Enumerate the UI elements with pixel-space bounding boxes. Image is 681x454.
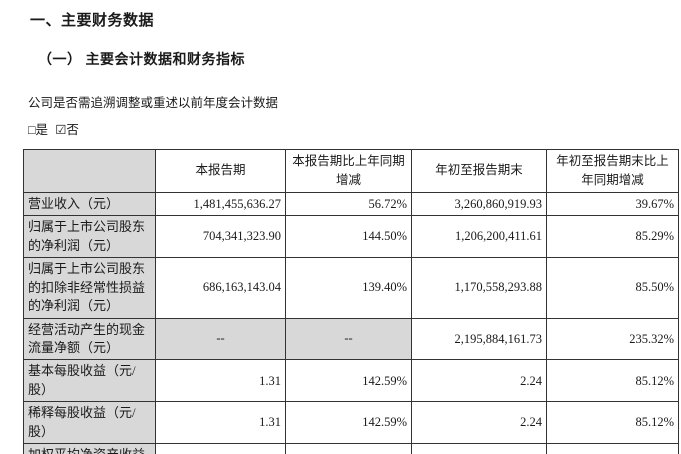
cell-value: 6.60%: [546, 443, 679, 454]
row-label: 经营活动产生的现金流量净额（元）: [23, 317, 156, 361]
table-row-basic-eps: 基本每股收益（元/股） 1.31 142.59% 2.24 85.12%: [23, 359, 679, 403]
table-row-diluted-eps: 稀释每股收益（元/股） 1.31 142.59% 2.24 85.12%: [23, 401, 679, 445]
financial-table: 本报告期 本报告期比上年同期增减 年初至报告期末 年初至报告期末比上年同期增减 …: [23, 149, 679, 454]
cell-value: 2.24: [411, 401, 547, 445]
cell-value: 686,163,143.04: [155, 257, 286, 319]
header-current-period: 本报告期: [155, 149, 286, 193]
table-row-weighted-avg-roe: 加权平均净资产收益率 9.33% 5.08% 16.10% 6.60%: [23, 443, 679, 454]
cell-value: 85.29%: [546, 215, 679, 259]
cell-value: 235.32%: [546, 317, 679, 361]
table-row-net-profit-excl-nonrecurring: 归属于上市公司股东的扣除非经常性损益的净利润（元） 686,163,143.04…: [23, 257, 679, 319]
cell-value: 142.59%: [285, 359, 412, 403]
cell-value: 1,206,200,411.61: [411, 215, 547, 259]
row-label: 归属于上市公司股东的净利润（元）: [23, 215, 156, 259]
cell-value-na: --: [285, 317, 412, 361]
row-label: 营业收入（元）: [23, 191, 156, 217]
header-period-change: 本报告期比上年同期增减: [285, 149, 412, 193]
cell-value-na: --: [155, 317, 286, 361]
cell-value: 1.31: [155, 359, 286, 403]
row-label: 稀释每股收益（元/股）: [23, 401, 156, 445]
cell-value: 139.40%: [285, 257, 412, 319]
cell-value: 85.12%: [546, 359, 679, 403]
table-row-revenue: 营业收入（元） 1,481,455,636.27 56.72% 3,260,86…: [23, 191, 679, 217]
checkbox-line: □是 ☑否: [0, 111, 681, 138]
cell-value: 1.31: [155, 401, 286, 445]
row-label: 归属于上市公司股东的扣除非经常性损益的净利润（元）: [23, 257, 156, 319]
table-row-net-profit: 归属于上市公司股东的净利润（元） 704,341,323.90 144.50% …: [23, 215, 679, 259]
cell-value: 85.12%: [546, 401, 679, 445]
header-ytd-change: 年初至报告期末比上年同期增减: [546, 149, 679, 193]
table-row-operating-cash-flow: 经营活动产生的现金流量净额（元） -- -- 2,195,884,161.73 …: [23, 317, 679, 361]
subsection-heading: （一） 主要会计数据和财务指标: [38, 53, 245, 68]
cell-value: 144.50%: [285, 215, 412, 259]
cell-value: 1,481,455,636.27: [155, 191, 286, 217]
checkbox-yes-unchecked: □是: [28, 123, 49, 137]
header-year-to-date: 年初至报告期末: [411, 149, 547, 193]
cell-value: 3,260,860,919.93: [411, 191, 547, 217]
row-label: 基本每股收益（元/股）: [23, 359, 156, 403]
cell-value: 142.59%: [285, 401, 412, 445]
cell-value: 2.24: [411, 359, 547, 403]
cell-value: 5.08%: [285, 443, 412, 454]
restatement-question: 公司是否需追溯调整或重述以前年度会计数据: [28, 96, 279, 110]
cell-value: 16.10%: [411, 443, 547, 454]
cell-value: 704,341,323.90: [155, 215, 286, 259]
cell-value: 2,195,884,161.73: [411, 317, 547, 361]
cell-value: 1,170,558,293.88: [411, 257, 547, 319]
checkbox-no-checked: ☑否: [55, 123, 79, 137]
section-heading: 一、主要财务数据: [30, 13, 155, 29]
cell-value: 9.33%: [155, 443, 286, 454]
cell-value: 39.67%: [546, 191, 679, 217]
cell-value: 85.50%: [546, 257, 679, 319]
row-label: 加权平均净资产收益率: [23, 443, 156, 454]
header-blank-cell: [23, 149, 156, 193]
cell-value: 56.72%: [285, 191, 412, 217]
table-header-row-period: 本报告期 本报告期比上年同期增减 年初至报告期末 年初至报告期末比上年同期增减: [23, 149, 679, 193]
